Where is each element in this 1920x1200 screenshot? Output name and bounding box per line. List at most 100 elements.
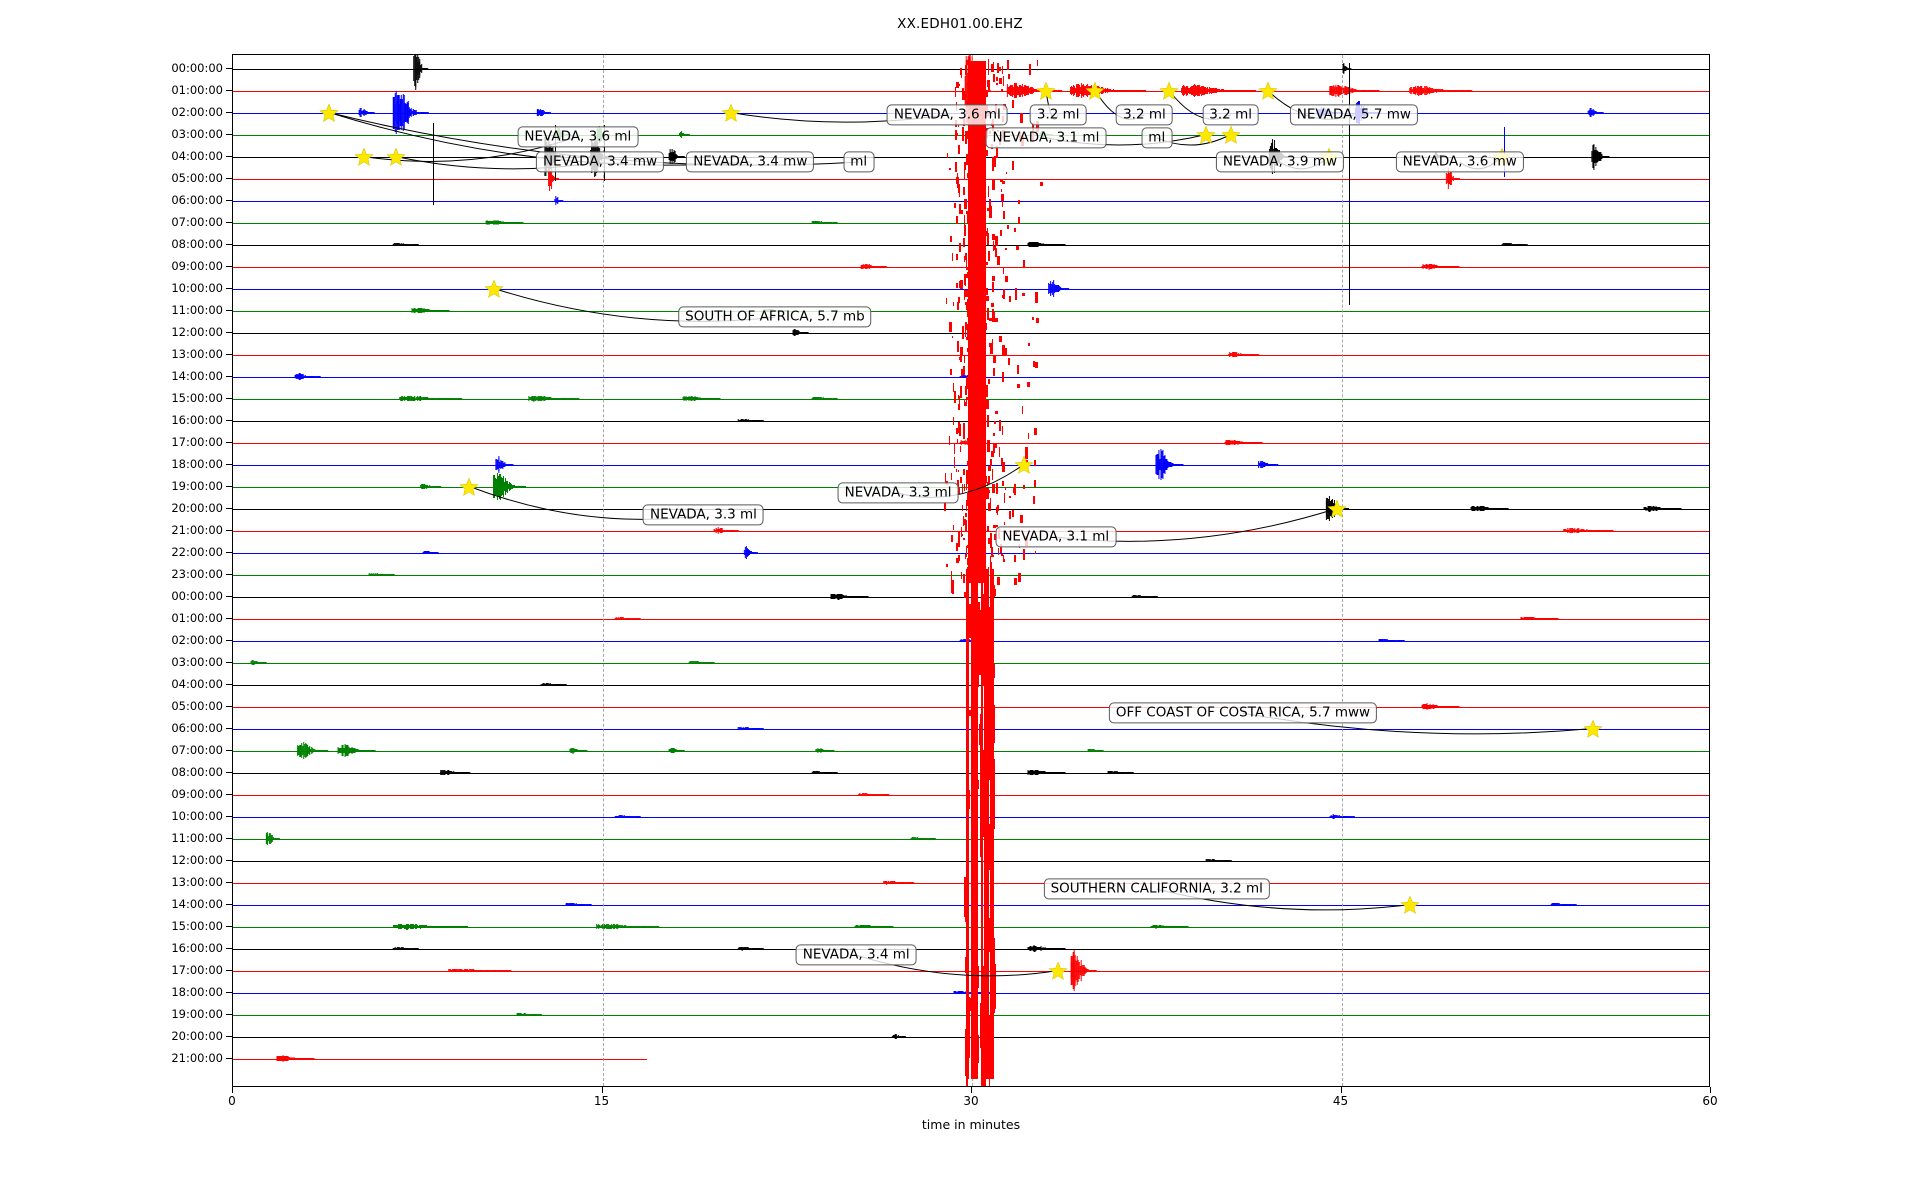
seismic-burst xyxy=(1027,945,1066,952)
event-annotation[interactable]: NEVADA, 3.4 mw xyxy=(686,151,815,173)
y-axis-tick-label: 13:00:00 xyxy=(171,347,223,361)
seismic-burst xyxy=(1181,84,1257,97)
event-annotation[interactable]: ml xyxy=(1141,127,1173,149)
y-axis-tick-label: 20:00:00 xyxy=(171,501,223,515)
y-axis-tick-label: 00:00:00 xyxy=(171,61,223,75)
y-axis-tick xyxy=(226,1035,232,1037)
y-axis-tick-label: 12:00:00 xyxy=(171,853,223,867)
y-axis-tick xyxy=(226,287,232,289)
y-axis-tick xyxy=(226,947,232,949)
y-axis-tick-label: 17:00:00 xyxy=(171,435,223,449)
event-annotation[interactable]: SOUTH OF AFRICA, 5.7 mb xyxy=(678,306,872,328)
y-axis-tick xyxy=(226,375,232,377)
y-axis-tick-label: 02:00:00 xyxy=(171,633,223,647)
event-annotation[interactable]: NEVADA, 3.1 ml xyxy=(985,127,1107,149)
seismic-burst xyxy=(358,108,375,118)
seismic-burst xyxy=(669,747,685,754)
seismic-burst xyxy=(448,968,512,973)
y-axis-tick-label: 16:00:00 xyxy=(171,413,223,427)
seismic-burst xyxy=(393,923,469,930)
y-axis-tick-label: 04:00:00 xyxy=(171,677,223,691)
seismic-burst xyxy=(861,263,887,270)
seismic-burst xyxy=(682,395,721,402)
y-axis-tick-label: 08:00:00 xyxy=(171,765,223,779)
event-annotation[interactable]: NEVADA, 5.7 mw xyxy=(1289,104,1418,126)
saturated-signal-band xyxy=(968,60,986,583)
seismic-burst xyxy=(792,328,809,337)
seismic-burst xyxy=(737,726,764,731)
event-annotation[interactable]: NEVADA, 3.4 mw xyxy=(535,151,665,173)
x-axis-tick xyxy=(232,1087,233,1093)
seismic-burst xyxy=(669,148,685,166)
y-axis-tick-label: 03:00:00 xyxy=(171,655,223,669)
seismic-burst xyxy=(1329,84,1380,97)
y-axis-tick-label: 18:00:00 xyxy=(171,457,223,471)
seismic-burst xyxy=(565,902,592,907)
y-axis-tick-label: 07:00:00 xyxy=(171,215,223,229)
seismic-burst xyxy=(492,473,527,501)
seismic-burst xyxy=(1150,924,1189,929)
y-axis-tick xyxy=(226,155,232,157)
chart-title: XX.EDH01.00.EHZ xyxy=(0,16,1920,32)
y-axis-tick xyxy=(226,111,232,113)
event-annotation[interactable]: NEVADA, 3.1 ml xyxy=(995,526,1117,548)
seismic-burst xyxy=(1421,263,1460,270)
y-axis-tick-label: 05:00:00 xyxy=(171,171,223,185)
y-axis-tick xyxy=(226,705,232,707)
event-annotation[interactable]: NEVADA, 3.3 ml xyxy=(643,504,764,526)
y-axis-tick xyxy=(226,463,232,465)
seismic-burst xyxy=(1643,505,1682,512)
y-axis-tick-label: 10:00:00 xyxy=(171,281,223,295)
y-axis-tick-label: 11:00:00 xyxy=(171,831,223,845)
seismic-burst xyxy=(495,455,514,474)
seismic-burst xyxy=(1228,351,1259,358)
seismic-burst xyxy=(1325,496,1349,522)
y-axis-tick xyxy=(226,551,232,553)
seismic-burst xyxy=(1591,143,1610,171)
seismic-burst xyxy=(485,220,524,226)
y-axis-tick-label: 05:00:00 xyxy=(171,699,223,713)
event-annotation[interactable]: NEVADA, 3.3 ml xyxy=(837,482,959,504)
seismic-burst xyxy=(393,946,419,951)
event-annotation[interactable]: SOUTHERN CALIFORNIA, 3.2 ml xyxy=(1043,878,1270,900)
y-axis-tick xyxy=(226,727,232,729)
y-axis-tick xyxy=(226,265,232,267)
vertical-gridline xyxy=(602,55,604,1086)
seismic-burst xyxy=(1070,949,1097,993)
event-annotation[interactable]: NEVADA, 3.4 ml xyxy=(795,944,917,966)
seismic-burst xyxy=(250,659,267,666)
y-axis-tick-label: 20:00:00 xyxy=(171,1029,223,1043)
y-axis-tick xyxy=(226,683,232,685)
y-axis-tick-label: 23:00:00 xyxy=(171,567,223,581)
x-axis-tick xyxy=(601,1087,603,1093)
y-axis-tick-label: 21:00:00 xyxy=(171,523,223,537)
y-axis-tick-label: 01:00:00 xyxy=(171,83,223,97)
y-axis-tick xyxy=(226,793,232,795)
event-annotation[interactable]: OFF COAST OF COSTA RICA, 5.7 mww xyxy=(1108,702,1378,724)
seismic-burst xyxy=(1107,770,1134,775)
y-axis-tick-label: 09:00:00 xyxy=(171,787,223,801)
event-annotation[interactable]: 3.2 ml xyxy=(1116,104,1173,126)
seismic-burst xyxy=(516,1012,543,1017)
y-axis-tick xyxy=(226,507,232,509)
y-axis-tick xyxy=(226,309,232,311)
seismic-burst xyxy=(337,744,376,757)
event-annotation[interactable]: 3.2 ml xyxy=(1029,104,1087,126)
y-axis-tick xyxy=(226,67,232,69)
event-annotation[interactable]: 3.2 ml xyxy=(1202,104,1259,126)
event-annotation[interactable]: NEVADA, 3.9 mw xyxy=(1215,151,1344,173)
seismic-burst xyxy=(266,832,280,846)
y-axis-tick xyxy=(226,617,232,619)
seismic-burst xyxy=(744,545,758,560)
seismic-burst xyxy=(1257,460,1279,469)
y-axis-tick-label: 01:00:00 xyxy=(171,611,223,625)
event-annotation[interactable]: NEVADA, 3.6 ml xyxy=(517,126,639,148)
event-annotation[interactable]: ml xyxy=(843,151,875,173)
vertical-gridline xyxy=(1341,55,1343,1086)
event-annotation[interactable]: NEVADA, 3.6 mw xyxy=(1395,151,1524,173)
y-axis-tick-label: 12:00:00 xyxy=(171,325,223,339)
seismic-burst xyxy=(528,395,580,402)
event-annotation[interactable]: NEVADA, 3.6 ml xyxy=(886,104,1008,126)
y-axis-tick-label: 10:00:00 xyxy=(171,809,223,823)
